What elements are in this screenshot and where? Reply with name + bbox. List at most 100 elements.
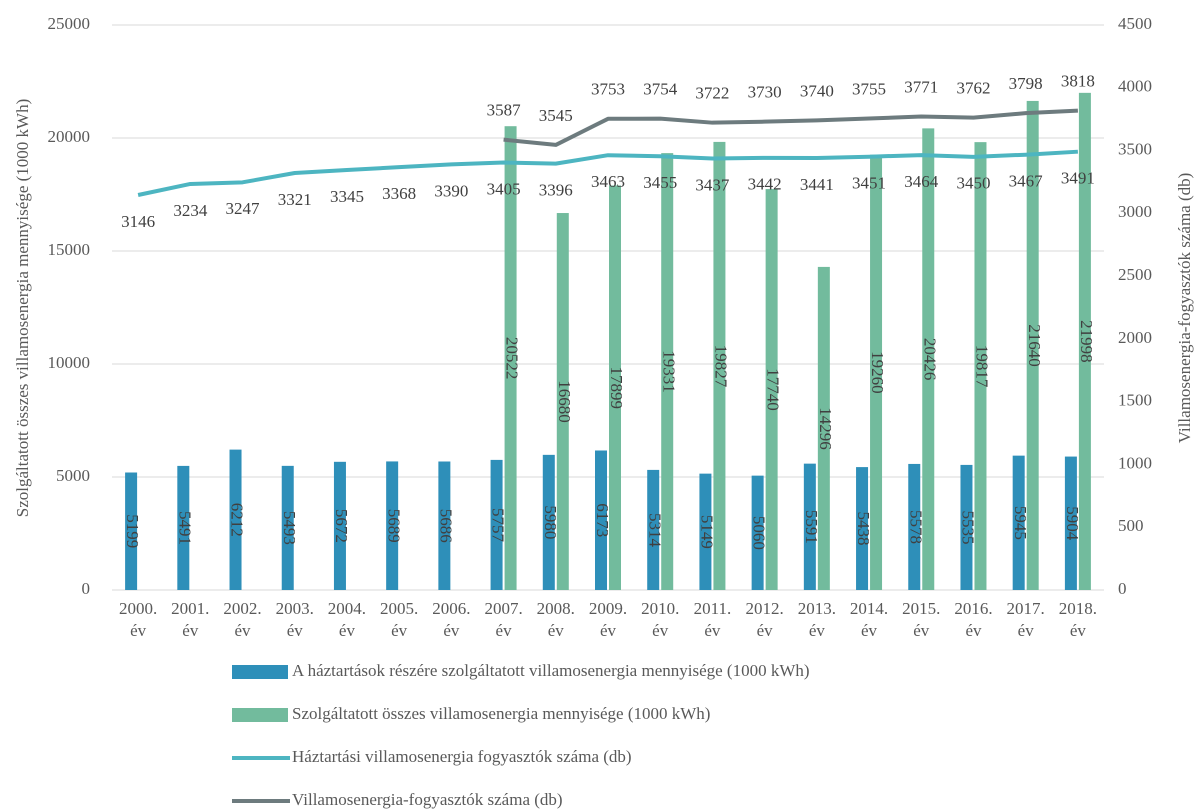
data-label: 3730 — [748, 83, 782, 102]
x-tick-label: 2001. év — [171, 599, 210, 640]
data-label: 3247 — [226, 199, 261, 218]
y2-tick-label: 4000 — [1118, 77, 1152, 96]
y2-tick-label: 2000 — [1118, 328, 1152, 347]
line — [503, 108, 1078, 147]
data-label: 20426 — [920, 338, 939, 381]
y2-axis-title: Villamosenergia-fogyasztók száma (db) — [1175, 173, 1194, 444]
bar — [229, 449, 242, 590]
bar — [438, 461, 451, 590]
data-label: 3740 — [800, 81, 834, 100]
y2-tick-label: 4500 — [1118, 14, 1152, 33]
x-tick-label: 2004. év — [327, 599, 367, 640]
x-tick-label: 2016. év — [954, 599, 993, 640]
data-label: 3451 — [852, 174, 886, 193]
data-label: 5945 — [1011, 506, 1030, 540]
bar — [281, 465, 294, 590]
data-label: 21998 — [1077, 320, 1096, 363]
legend-swatch — [232, 665, 288, 679]
x-tick-label: 2012. év — [745, 599, 784, 640]
data-label: 5980 — [541, 505, 560, 539]
data-label: 14296 — [816, 407, 835, 450]
bar — [1064, 456, 1077, 590]
data-label: 16680 — [555, 380, 574, 423]
y2-tick-label: 1500 — [1118, 391, 1152, 410]
bar — [556, 213, 569, 591]
bar — [333, 461, 346, 590]
legend-label: Szolgáltatott összes villamosenergia men… — [292, 704, 710, 723]
bar — [699, 473, 712, 590]
data-label: 17899 — [607, 366, 626, 409]
data-label: 17740 — [764, 368, 783, 411]
data-label: 19817 — [973, 345, 992, 388]
data-label: 3321 — [278, 190, 312, 209]
y2-tick-label: 500 — [1118, 516, 1144, 535]
bar — [713, 141, 726, 591]
line — [137, 149, 1079, 197]
y2-tick-label: 0 — [1118, 579, 1127, 598]
data-label: 3798 — [1009, 74, 1043, 93]
bar — [765, 189, 778, 591]
x-tick-label: 2002. év — [223, 599, 262, 640]
data-label: 5314 — [645, 513, 664, 548]
data-label: 3441 — [800, 175, 834, 194]
legend-label: Háztartási villamosenergia fogyasztók sz… — [292, 747, 632, 766]
data-label: 5199 — [123, 514, 142, 548]
x-tick-label: 2010. év — [641, 599, 680, 640]
data-label: 3442 — [748, 175, 782, 194]
data-label: 19827 — [712, 345, 731, 388]
y-tick-label: 5000 — [56, 466, 90, 485]
bar — [817, 266, 830, 590]
y-tick-label: 0 — [82, 579, 91, 598]
bar — [1026, 100, 1039, 590]
bar — [1078, 92, 1091, 590]
data-label: 3396 — [539, 181, 573, 200]
data-label: 3345 — [330, 187, 364, 206]
x-tick-label: 2017. év — [1006, 599, 1045, 640]
data-label: 5591 — [802, 510, 821, 544]
data-label: 5535 — [959, 510, 978, 544]
data-label: 6212 — [228, 503, 247, 537]
legend-label: A háztartások részére szolgáltatott vill… — [292, 661, 810, 680]
bar — [908, 463, 921, 590]
data-label: 19260 — [868, 351, 887, 394]
y2-tick-label: 2500 — [1118, 265, 1152, 284]
y-tick-label: 10000 — [48, 353, 91, 372]
x-tick-label: 2000. év — [118, 599, 158, 640]
bar — [609, 185, 621, 590]
x-tick-label: 2011. év — [693, 599, 732, 640]
bar — [922, 128, 935, 590]
bar — [803, 463, 816, 590]
data-label: 5578 — [906, 510, 925, 544]
y-axis-title: Szolgáltatott összes villamosenergia men… — [13, 99, 32, 517]
data-label: 3455 — [643, 173, 677, 192]
bar — [504, 126, 517, 591]
bar — [974, 142, 987, 590]
x-tick-label: 2007. év — [484, 599, 523, 640]
data-label: 3450 — [956, 174, 990, 193]
data-label: 3753 — [591, 80, 625, 99]
bar — [647, 469, 660, 590]
data-label: 3762 — [956, 79, 990, 98]
data-label: 3146 — [121, 212, 155, 231]
y-tick-label: 15000 — [48, 240, 91, 259]
data-label: 21640 — [1025, 324, 1044, 367]
data-label: 3405 — [487, 179, 521, 198]
data-label: 3722 — [695, 84, 729, 103]
data-label: 5491 — [175, 511, 194, 545]
y2-tick-label: 1000 — [1118, 453, 1152, 472]
data-label: 3464 — [904, 172, 939, 191]
x-tick-label: 2003. év — [275, 599, 314, 640]
bar — [542, 454, 555, 590]
x-tick-label: 2005. év — [380, 599, 419, 640]
x-tick-label: 2008. év — [536, 599, 575, 640]
data-label: 3818 — [1061, 72, 1095, 91]
bar — [870, 154, 883, 590]
data-label: 3545 — [539, 106, 573, 125]
bar — [661, 153, 674, 591]
x-tick-label: 2015. év — [902, 599, 941, 640]
y-tick-label: 25000 — [48, 14, 91, 33]
data-label: 5689 — [384, 509, 403, 543]
data-label: 20522 — [503, 337, 522, 380]
x-tick-label: 2013. év — [797, 599, 836, 640]
